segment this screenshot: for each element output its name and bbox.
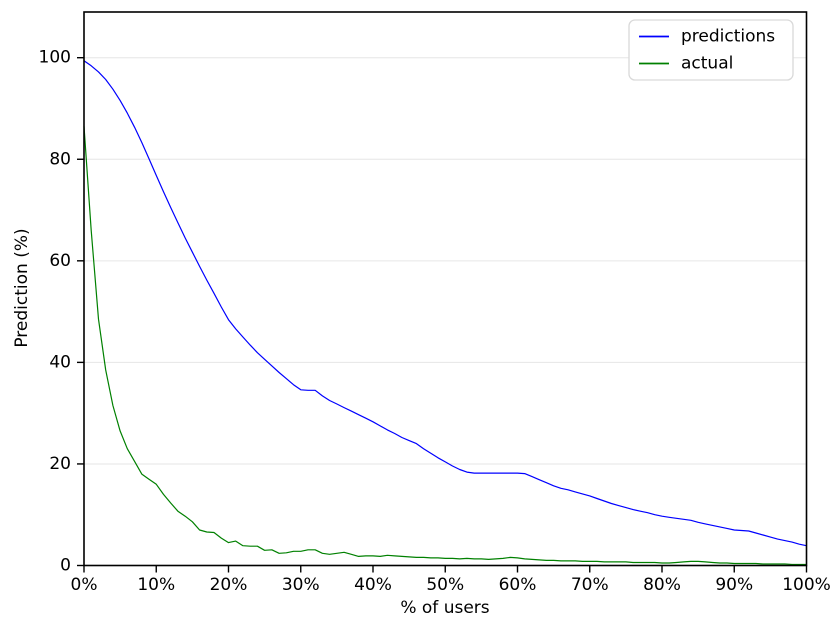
y-tick-label: 60 <box>49 251 71 271</box>
series-line-actual <box>83 126 807 566</box>
legend-label-actual: actual <box>681 54 733 74</box>
y-tick-label: 20 <box>49 454 71 474</box>
series-lines <box>83 60 807 566</box>
x-tick-label: 80% <box>643 575 681 595</box>
y-tick-label: 0 <box>60 556 71 576</box>
legend: predictions actual <box>628 19 794 81</box>
legend-box <box>628 19 794 81</box>
x-tick-label: 30% <box>282 575 320 595</box>
x-tick-label: 100% <box>782 575 830 595</box>
x-tick-label: 20% <box>210 575 248 595</box>
y-tick-label: 40 <box>49 352 71 372</box>
x-tick-label: 60% <box>499 575 537 595</box>
x-tick-label: 90% <box>715 575 753 595</box>
legend-label-predictions: predictions <box>681 27 775 47</box>
y-axis-label: Prediction (%) <box>12 228 32 347</box>
x-tick-label: 0% <box>71 575 98 595</box>
axes-border <box>83 11 808 567</box>
x-tick-label: 40% <box>354 575 392 595</box>
y-tick-label: 80 <box>49 149 71 169</box>
x-tick-label: 70% <box>571 575 609 595</box>
series-line-predictions <box>83 60 807 547</box>
y-tick-label: 100 <box>39 48 71 68</box>
gridlines <box>84 57 807 566</box>
x-tick-label: 50% <box>426 575 464 595</box>
x-axis-label: % of users <box>400 598 489 618</box>
x-tick-label: 10% <box>137 575 175 595</box>
axis-ticks: 0% 10% 20% 30% 40% 50% 60% 70% 80% 90% 100% 0 20 40 60… <box>39 48 830 595</box>
